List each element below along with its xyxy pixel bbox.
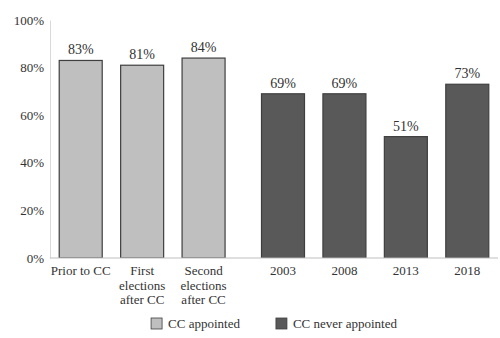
baseline bbox=[50, 258, 498, 259]
y-tick: 80% bbox=[20, 60, 50, 75]
x-tick-label: Prior to CC bbox=[51, 263, 111, 278]
x-tick: 2003 bbox=[270, 258, 296, 278]
y-tick-label: 0% bbox=[27, 251, 45, 266]
bar bbox=[121, 65, 164, 258]
data-label: 69% bbox=[270, 76, 296, 91]
data-label: 69% bbox=[332, 76, 358, 91]
bar bbox=[59, 60, 102, 258]
bar bbox=[262, 94, 305, 258]
legend-item: CC never appointed bbox=[276, 316, 397, 331]
x-tick: 2013 bbox=[393, 258, 419, 278]
y-tick: 20% bbox=[20, 203, 50, 218]
y-tick: 40% bbox=[20, 155, 50, 170]
x-tick: 2008 bbox=[331, 258, 357, 278]
y-axis: 0% 20% 40% 60% 80% 100% bbox=[14, 13, 51, 266]
x-tick-label: Secondelectionsafter CC bbox=[180, 263, 226, 307]
x-tick: Secondelectionsafter CC bbox=[180, 258, 226, 307]
legend: CC appointed CC never appointed bbox=[151, 316, 397, 331]
y-tick-label: 40% bbox=[20, 155, 44, 170]
bar bbox=[323, 94, 366, 258]
y-axis-line bbox=[50, 21, 51, 259]
y-tick: 0% bbox=[27, 251, 50, 266]
y-tick-label: 60% bbox=[20, 108, 44, 123]
x-tick-label: 2003 bbox=[270, 263, 296, 278]
y-tick-label: 80% bbox=[20, 60, 44, 75]
y-tick-label: 100% bbox=[14, 13, 45, 28]
legend-label: CC appointed bbox=[168, 316, 240, 331]
x-tick: Prior to CC bbox=[51, 258, 111, 278]
y-tick: 60% bbox=[20, 108, 50, 123]
y-tick-label: 20% bbox=[20, 203, 44, 218]
x-axis: Prior to CC Firstelectionsafter CC Seconde… bbox=[51, 258, 227, 307]
x-tick-label: 2008 bbox=[331, 263, 357, 278]
bar bbox=[384, 137, 427, 258]
data-label: 51% bbox=[393, 119, 419, 134]
data-labels: 83% 81% 84% 69% 69% 51% 73% bbox=[68, 40, 481, 134]
data-label: 83% bbox=[68, 42, 94, 57]
x-tick: Firstelectionsafter CC bbox=[119, 258, 165, 307]
bar bbox=[182, 58, 225, 258]
y-tick: 100% bbox=[14, 13, 50, 28]
x-tick-label: 2013 bbox=[393, 263, 419, 278]
x-axis: 2003 2008 2013 2018 bbox=[270, 258, 480, 278]
x-tick-label: Firstelectionsafter CC bbox=[119, 263, 165, 307]
x-tick: 2018 bbox=[454, 258, 480, 278]
data-label: 73% bbox=[454, 66, 480, 81]
legend-swatch bbox=[151, 318, 162, 329]
bar bbox=[446, 84, 489, 258]
legend-item: CC appointed bbox=[151, 316, 240, 331]
data-label: 84% bbox=[191, 40, 217, 55]
legend-label: CC never appointed bbox=[293, 316, 397, 331]
bars bbox=[59, 58, 489, 258]
x-tick-label: 2018 bbox=[454, 263, 480, 278]
data-label: 81% bbox=[129, 47, 155, 62]
legend-swatch bbox=[276, 318, 287, 329]
chart: 0% 20% 40% 60% 80% 100% 83% 81% 84% 69% 69% 51% 73% P… bbox=[0, 0, 500, 338]
